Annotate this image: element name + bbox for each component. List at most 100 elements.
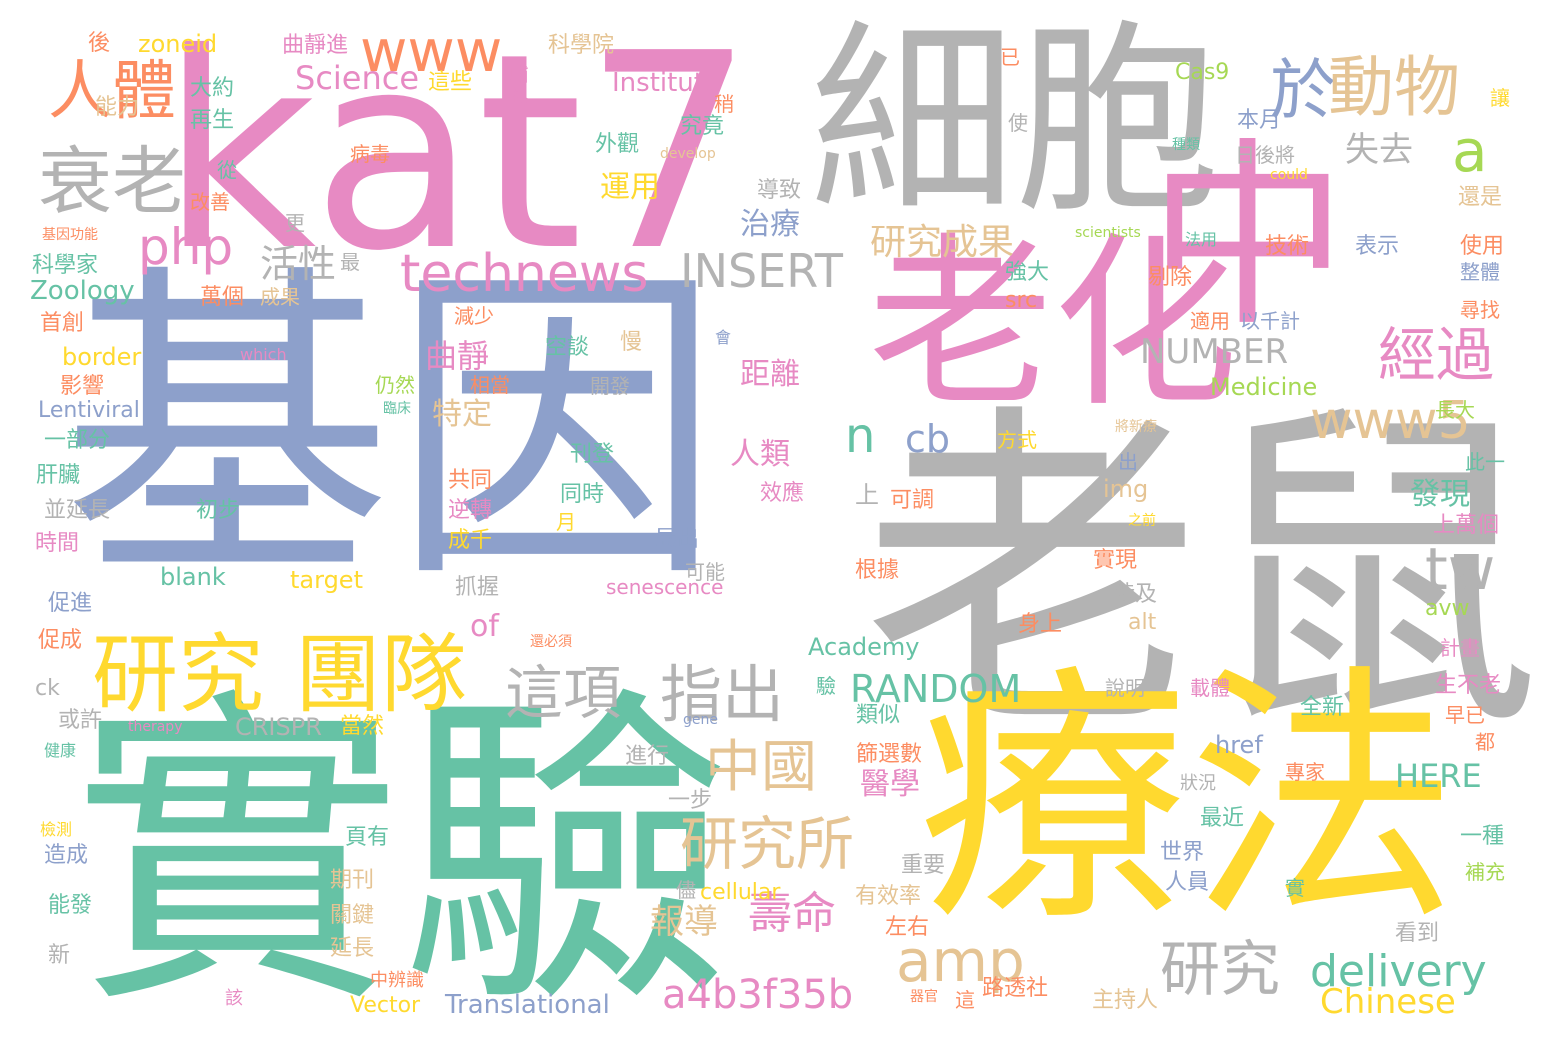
cloud-word: alt: [1128, 610, 1157, 635]
cloud-word: NUMBER: [1140, 332, 1289, 372]
cloud-word: 延長: [330, 936, 375, 961]
cloud-word: 或許: [58, 708, 103, 733]
cloud-word: 萬個: [200, 285, 245, 310]
cloud-word: Medicine: [1210, 373, 1318, 401]
cloud-word: zoneid: [138, 30, 218, 58]
cloud-word: 哺乳: [505, 64, 529, 104]
cloud-word: 中國: [705, 735, 817, 800]
cloud-word: 以千計: [1240, 309, 1300, 333]
cloud-word: 外觀: [595, 132, 640, 157]
cloud-word: 類似: [856, 703, 901, 728]
cloud-word: 成千: [448, 528, 493, 553]
cloud-word: 從: [217, 158, 237, 182]
cloud-word: Translational: [445, 990, 610, 1020]
cloud-word: 專家: [1285, 760, 1325, 784]
cloud-word: src: [1005, 288, 1038, 313]
cloud-word: Vector: [350, 993, 421, 1018]
cloud-word: INSERT: [680, 244, 843, 298]
cloud-word: 臨床: [383, 401, 411, 417]
cloud-word: 稍: [714, 92, 734, 116]
cloud-word: 壽命: [748, 888, 836, 939]
cloud-word: border: [62, 343, 142, 371]
cloud-word: 距離: [740, 357, 800, 392]
cloud-word: a: [1452, 117, 1488, 185]
cloud-word: amp: [896, 927, 1025, 995]
cloud-word: 初步: [196, 498, 241, 523]
cloud-word: 篩選數: [856, 742, 923, 767]
cloud-word: develop: [660, 146, 716, 162]
cloud-word: 檢測: [40, 820, 73, 839]
cloud-word: 儘: [676, 878, 696, 902]
cloud-word: 效應: [760, 481, 805, 506]
cloud-word: Zoology: [30, 276, 135, 306]
cloud-word: could: [1270, 167, 1308, 183]
cloud-word: 補充: [1465, 860, 1505, 884]
cloud-word: 更: [285, 211, 305, 235]
cloud-word: 研究: [1160, 935, 1280, 1005]
cloud-word: 適用: [1190, 309, 1230, 333]
cloud-word: 還必須: [530, 634, 572, 650]
cloud-word: 當然: [340, 714, 385, 739]
cloud-word: 治療: [740, 207, 800, 242]
cloud-word: 一部分: [44, 428, 111, 453]
cloud-word: 曲靜進: [282, 33, 349, 58]
cloud-word: 究竟: [680, 114, 725, 139]
cloud-word: 能力: [95, 95, 140, 120]
cloud-word: scientists: [1075, 225, 1141, 241]
cloud-word: 此一: [1465, 450, 1505, 474]
cloud-word: 頁有: [345, 825, 390, 850]
cloud-word: www5: [1310, 391, 1471, 451]
cloud-word: 說明: [1105, 676, 1145, 700]
cloud-word: 狀況: [1180, 773, 1216, 794]
cloud-word: 逆轉: [448, 498, 493, 523]
cloud-word: technews: [400, 244, 649, 304]
cloud-word: 人類: [730, 437, 790, 472]
cloud-word: cb: [905, 417, 951, 461]
cloud-word: 經過: [1378, 321, 1495, 389]
cloud-word: 失去: [1345, 130, 1413, 170]
cloud-word: 讓: [1490, 86, 1510, 110]
cloud-word: 有效率: [855, 884, 922, 909]
cloud-word: 都: [1475, 730, 1495, 754]
cloud-word: 減少: [454, 304, 494, 328]
cloud-word: 老鼠: [862, 377, 1542, 773]
cloud-word: 共同: [448, 468, 493, 493]
cloud-word: img: [1103, 475, 1149, 503]
cloud-word: 肝臟: [36, 463, 81, 488]
cloud-word: 已: [1000, 45, 1020, 69]
cloud-word: 成果: [260, 285, 300, 309]
cloud-word: 生不老: [1435, 673, 1502, 698]
cloud-word: 載體: [1190, 676, 1230, 700]
cloud-word: 實: [1285, 876, 1305, 900]
cloud-word: delivery: [1310, 946, 1487, 997]
cloud-word: 剔除: [1148, 265, 1193, 290]
cloud-word: 實現: [1093, 548, 1138, 573]
cloud-word: 上萬個: [1433, 513, 1500, 538]
cloud-word: 並延長: [44, 498, 111, 523]
cloud-word: 月: [556, 510, 576, 534]
cloud-word: 促成: [38, 628, 83, 653]
cloud-word: 衰老: [38, 139, 186, 225]
cloud-word: 關鍵: [330, 903, 375, 928]
cloud-word: 實驗: [72, 663, 732, 1047]
cloud-word: 老化: [868, 216, 1238, 432]
cloud-word: 中: [1148, 121, 1349, 354]
cloud-word: 最: [340, 250, 360, 274]
cloud-word: 科學院: [548, 33, 615, 58]
cloud-word: Chinese: [1320, 982, 1456, 1022]
cloud-word: www: [360, 17, 503, 85]
cloud-word: 開發: [590, 374, 630, 398]
cloud-word: 仍然: [375, 373, 415, 397]
cloud-word: 能發: [48, 893, 93, 918]
cloud-word: 相當: [470, 373, 510, 397]
cloud-word: 之前: [1128, 513, 1156, 529]
cloud-word: 動物: [1328, 49, 1460, 126]
cloud-word: 使用: [1460, 234, 1505, 259]
cloud-word: n: [845, 408, 876, 464]
cloud-word: 驗: [816, 674, 836, 698]
cloud-word: 主持人: [1092, 988, 1159, 1013]
cloud-word: Cas9: [1175, 60, 1230, 85]
cloud-word: 方式: [997, 428, 1037, 452]
cloud-word: 一步: [668, 788, 713, 813]
